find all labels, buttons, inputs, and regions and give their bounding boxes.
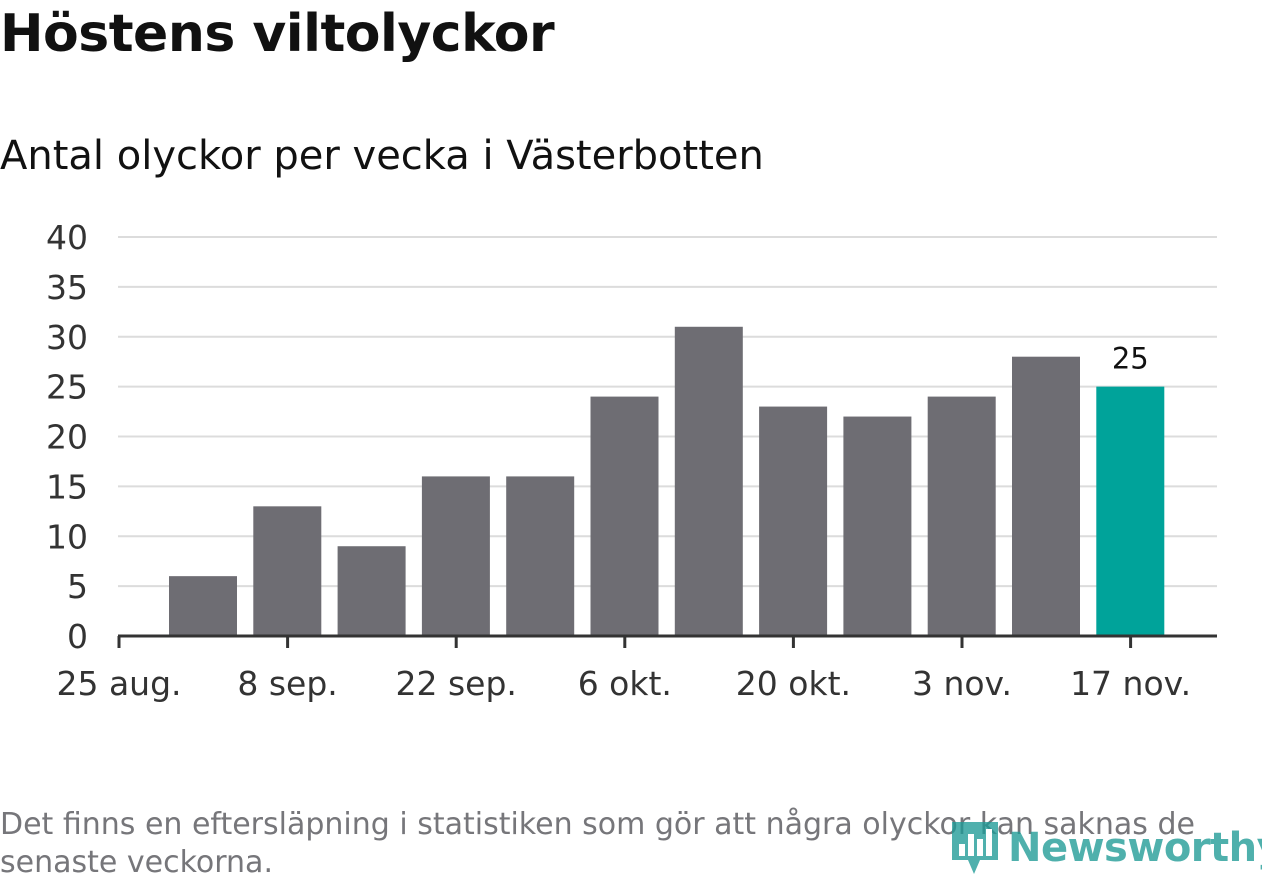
x-tick-label: 3 nov. [912, 664, 1012, 703]
bar [253, 506, 322, 636]
bar [506, 476, 575, 636]
y-tick-label: 10 [46, 517, 88, 556]
bar [169, 576, 237, 636]
x-tick-label: 6 okt. [578, 664, 672, 703]
x-tick-label: 17 nov. [1070, 664, 1191, 703]
x-tick-label: 8 sep. [237, 664, 337, 703]
data-label: 25 [1112, 342, 1149, 376]
bar [1012, 356, 1080, 636]
y-tick-label: 40 [46, 218, 88, 257]
bar-chart-pin-icon [952, 822, 998, 874]
bar [927, 396, 996, 636]
x-tick-label: 22 sep. [395, 664, 516, 703]
logo-text: Newsworthy [1008, 825, 1262, 871]
y-tick-label: 0 [67, 617, 88, 656]
bar [674, 326, 743, 636]
x-tick-label: 25 aug. [56, 664, 181, 703]
y-tick-label: 35 [46, 268, 88, 307]
y-tick-label: 20 [46, 418, 88, 457]
y-tick-label: 15 [46, 467, 88, 506]
y-tick-label: 25 [46, 368, 88, 407]
y-tick-label: 5 [67, 567, 88, 606]
bar [421, 476, 490, 636]
chart-title: Höstens viltolyckor [0, 4, 555, 64]
newsworthy-logo: Newsworthy [950, 820, 1262, 876]
bar [1096, 386, 1165, 636]
y-tick-label: 30 [46, 318, 88, 357]
bar [759, 406, 828, 636]
bar [337, 546, 406, 636]
bar [590, 396, 659, 636]
chart-subtitle: Antal olyckor per vecka i Västerbotten [0, 133, 764, 179]
bar [843, 416, 912, 636]
x-tick-label: 20 okt. [736, 664, 851, 703]
